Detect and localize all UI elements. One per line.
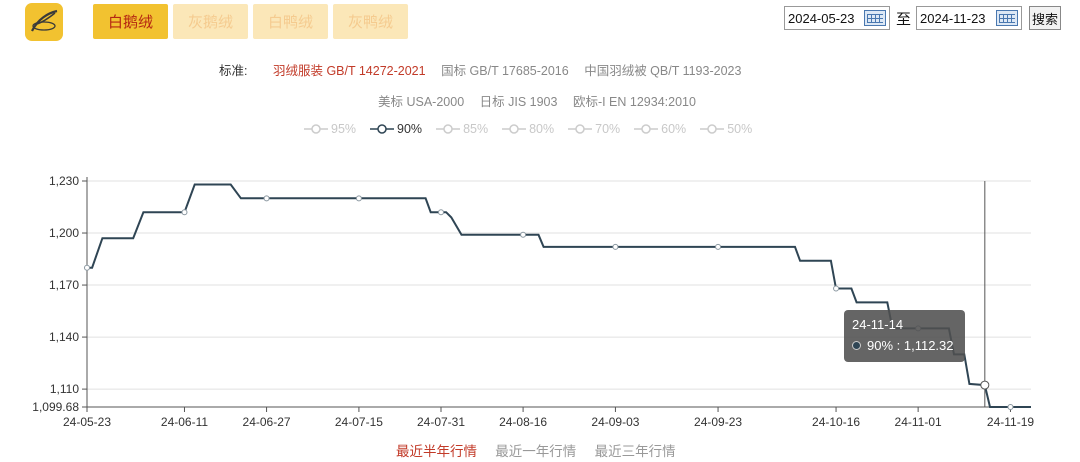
x-tick-label: 24-10-16 bbox=[812, 415, 860, 429]
y-tick-label: 1,099.68 bbox=[32, 400, 79, 414]
legend-label: 90% bbox=[397, 122, 423, 136]
price-line-chart[interactable]: 1,099.68 1,110 1,140 1,170 1,200 1,230 24-05-2… bbox=[0, 150, 1080, 435]
standards-row-2: 美标 USA-2000 日标 JIS 1903 欧标-I EN 12934:20… bbox=[378, 91, 708, 110]
y-tick-label: 1,170 bbox=[49, 278, 79, 292]
x-tick-label: 24-11-01 bbox=[895, 415, 942, 429]
standard-gbt-17685[interactable]: 国标 GB/T 17685-2016 bbox=[441, 64, 569, 78]
date-to-input[interactable]: 2024-11-23 bbox=[916, 6, 1022, 30]
legend-item-85[interactable]: 85% bbox=[436, 122, 488, 136]
standards-row-1: 标准: 羽绒服装 GB/T 14272-2021 国标 GB/T 17685-2… bbox=[219, 60, 753, 79]
legend-item-70[interactable]: 70% bbox=[568, 122, 620, 136]
legend-line-marker-icon bbox=[370, 124, 395, 134]
y-tick-label: 1,200 bbox=[49, 226, 79, 240]
tooltip-date: 24-11-14 bbox=[852, 317, 904, 332]
chart-tooltip: 24-11-14 90% : 1,112.32 bbox=[844, 310, 965, 362]
data-point bbox=[612, 243, 619, 250]
legend-line-marker-icon bbox=[304, 124, 328, 134]
link-last-three-years[interactable]: 最近三年行情 bbox=[594, 444, 676, 460]
standard-usa-2000[interactable]: 美标 USA-2000 bbox=[378, 95, 465, 109]
x-tick-label: 24-06-11 bbox=[161, 415, 208, 429]
y-tick-label: 1,140 bbox=[49, 330, 79, 344]
chart-legend: 95% 90% 85% 80% 70% 60% 50% bbox=[304, 122, 766, 136]
legend-line-marker-icon bbox=[436, 124, 461, 134]
tab-white-goose[interactable]: 白鹅绒 bbox=[93, 4, 168, 39]
legend-label: 95% bbox=[331, 122, 357, 136]
x-tick-label: 24-08-16 bbox=[499, 415, 547, 429]
standard-en-12934[interactable]: 欧标-I EN 12934:2010 bbox=[572, 95, 696, 109]
data-point bbox=[438, 209, 444, 216]
standard-qbt-1193[interactable]: 中国羽绒被 QB/T 1193-2023 bbox=[584, 64, 742, 78]
date-from-input[interactable]: 2024-05-23 bbox=[784, 6, 890, 30]
data-point bbox=[355, 195, 362, 202]
legend-label: 50% bbox=[727, 122, 753, 136]
data-point bbox=[715, 243, 722, 250]
x-tick-label: 24-11-19 bbox=[987, 415, 1034, 429]
data-point bbox=[84, 264, 90, 271]
calendar-icon[interactable] bbox=[996, 10, 1018, 26]
legend-item-50[interactable]: 50% bbox=[700, 122, 752, 136]
x-tick-label: 24-06-27 bbox=[243, 415, 291, 429]
x-tick-label: 24-09-23 bbox=[694, 415, 742, 429]
legend-label: 60% bbox=[661, 122, 687, 136]
legend-line-marker-icon bbox=[634, 124, 659, 134]
x-tick-label: 24-09-03 bbox=[591, 415, 639, 429]
legend-line-marker-icon bbox=[568, 124, 593, 134]
standard-gbt-14272[interactable]: 羽绒服装 GB/T 14272-2021 bbox=[272, 64, 426, 78]
logo bbox=[25, 3, 63, 41]
tab-grey-goose[interactable]: 灰鹅绒 bbox=[173, 4, 248, 39]
tab-white-duck[interactable]: 白鸭绒 bbox=[253, 4, 328, 39]
y-tick-label: 1,110 bbox=[50, 382, 79, 396]
legend-label: 70% bbox=[595, 122, 621, 136]
feather-logo-icon bbox=[31, 9, 58, 32]
legend-label: 85% bbox=[463, 122, 489, 136]
legend-item-80[interactable]: 80% bbox=[502, 122, 554, 136]
tooltip-value: 90% : 1,112.32 bbox=[867, 338, 954, 353]
legend-label: 80% bbox=[529, 122, 555, 136]
legend-item-95[interactable]: 95% bbox=[304, 122, 356, 136]
x-tick-label: 24-07-15 bbox=[335, 415, 383, 429]
date-to-value: 2024-11-23 bbox=[920, 10, 986, 26]
calendar-icon[interactable] bbox=[864, 10, 886, 26]
legend-item-90[interactable]: 90% bbox=[370, 122, 422, 136]
data-point bbox=[181, 209, 188, 216]
link-last-year[interactable]: 最近一年行情 bbox=[495, 444, 577, 460]
data-point bbox=[263, 195, 270, 202]
data-point bbox=[833, 285, 840, 292]
tooltip-series-dot bbox=[852, 341, 861, 350]
link-last-half-year[interactable]: 最近半年行情 bbox=[396, 444, 477, 460]
legend-item-60[interactable]: 60% bbox=[634, 122, 686, 136]
series-line-90 bbox=[87, 183, 1031, 408]
data-point bbox=[520, 231, 527, 238]
period-links: 最近半年行情 最近一年行情 最近三年行情 bbox=[396, 440, 690, 460]
date-range-separator: 至 bbox=[896, 10, 912, 28]
search-button[interactable]: 搜索 bbox=[1029, 6, 1061, 30]
x-tick-label: 24-07-31 bbox=[417, 415, 465, 429]
data-point bbox=[980, 380, 990, 390]
x-tick-label: 24-05-23 bbox=[63, 415, 111, 429]
legend-line-marker-icon bbox=[502, 124, 527, 134]
data-point bbox=[1007, 404, 1014, 410]
tab-grey-duck[interactable]: 灰鸭绒 bbox=[333, 4, 408, 39]
standard-jis-1903[interactable]: 日标 JIS 1903 bbox=[479, 95, 558, 109]
legend-line-marker-icon bbox=[700, 124, 725, 134]
standards-label: 标准: bbox=[219, 64, 248, 78]
date-from-value: 2024-05-23 bbox=[788, 10, 855, 26]
y-tick-label: 1,230 bbox=[49, 174, 79, 188]
